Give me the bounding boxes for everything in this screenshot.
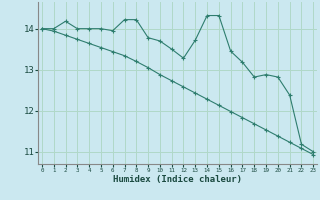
X-axis label: Humidex (Indice chaleur): Humidex (Indice chaleur) — [113, 175, 242, 184]
